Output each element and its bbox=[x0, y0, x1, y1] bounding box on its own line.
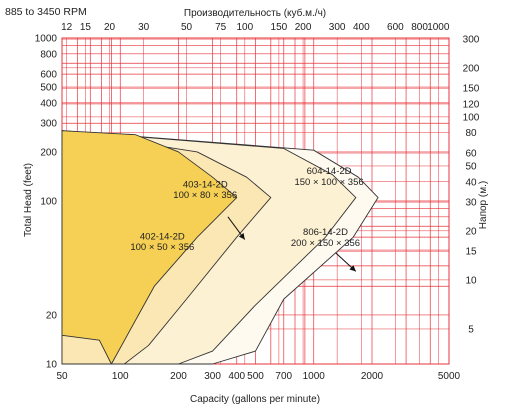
right-tick-label: 120 bbox=[463, 99, 480, 110]
top-tick-label: 15 bbox=[80, 22, 92, 33]
y-tick-label: 200 bbox=[40, 147, 57, 158]
performance-regions bbox=[61, 130, 379, 365]
tick-labels: 50 100 200 300 400 500 700 1000 2000 500010201002… bbox=[35, 22, 480, 382]
x-tick-label: 700 bbox=[275, 371, 292, 382]
top-tick-label: 150 bbox=[271, 22, 288, 33]
speed-range-label: 885 to 3450 RPM bbox=[5, 6, 87, 18]
arrow-403 bbox=[227, 216, 246, 240]
x-tick-label: 1000 bbox=[303, 371, 326, 382]
right-tick-label: 200 bbox=[463, 63, 480, 74]
x-tick-label: 100 bbox=[112, 371, 129, 382]
y-tick-label: 20 bbox=[46, 310, 58, 321]
x-tick-label: 200 bbox=[170, 371, 187, 382]
y-tick-label: 800 bbox=[40, 49, 57, 60]
y-tick-label: 1000 bbox=[35, 34, 58, 45]
right-tick-label: 150 bbox=[463, 84, 480, 95]
y-tick-label: 600 bbox=[40, 70, 57, 81]
x-tick-label: 2000 bbox=[361, 371, 384, 382]
arrow-806 bbox=[335, 252, 357, 272]
top-axis-title: Производительность (куб.м./ч) bbox=[184, 7, 326, 19]
model-806-spec: 200 × 150 × 356 bbox=[291, 238, 360, 249]
top-tick-label: 30 bbox=[138, 22, 150, 33]
top-tick-label: 800 bbox=[411, 22, 428, 33]
right-tick-label: 10 bbox=[465, 275, 477, 286]
model-403-spec: 100 × 80 × 356 bbox=[173, 190, 237, 201]
right-tick-label: 80 bbox=[465, 128, 477, 139]
right-tick-label: 50 bbox=[465, 161, 477, 172]
x-tick-label: 50 bbox=[56, 371, 68, 382]
right-tick-label: 20 bbox=[465, 226, 477, 237]
model-402-spec: 100 × 50 × 356 bbox=[130, 242, 194, 253]
x-tick-label: 500 bbox=[247, 371, 264, 382]
x-tick-label: 5000 bbox=[438, 371, 461, 382]
x-tick-label: 300 bbox=[204, 371, 221, 382]
top-tick-label: 12 bbox=[61, 22, 73, 33]
right-tick-label: 300 bbox=[463, 35, 480, 46]
right-tick-label: 5 bbox=[468, 324, 474, 335]
right-tick-label: 40 bbox=[465, 177, 477, 188]
x-axis-title: Capacity (gallons per minute) bbox=[190, 394, 320, 405]
top-tick-label: 200 bbox=[295, 22, 312, 33]
top-tick-label: 100 bbox=[236, 22, 253, 33]
model-403-name: 403-14-2D bbox=[183, 180, 228, 191]
y-tick-label: 500 bbox=[40, 83, 57, 94]
top-tick-label: 20 bbox=[104, 22, 116, 33]
model-402-region bbox=[61, 130, 238, 365]
y-axis-title: Total Head (feet) bbox=[23, 163, 34, 237]
y-tick-label: 100 bbox=[40, 197, 57, 208]
y-tick-label: 300 bbox=[40, 119, 57, 130]
right-tick-label: 15 bbox=[465, 247, 477, 258]
annotations bbox=[227, 216, 357, 272]
top-tick-label: 50 bbox=[181, 22, 193, 33]
right-tick-label: 30 bbox=[465, 198, 477, 209]
top-tick-label: 400 bbox=[353, 22, 370, 33]
x-tick-label: 400 bbox=[228, 371, 245, 382]
right-tick-label: 60 bbox=[465, 149, 477, 160]
right-tick-label: 100 bbox=[463, 112, 480, 123]
top-tick-label: 75 bbox=[215, 22, 227, 33]
model-604-spec: 150 × 100 × 356 bbox=[294, 177, 363, 188]
model-604-name: 604-14-2D bbox=[307, 166, 352, 177]
top-tick-label: 600 bbox=[387, 22, 404, 33]
top-tick-label: 300 bbox=[329, 22, 346, 33]
y-tick-label: 400 bbox=[40, 98, 57, 109]
right-axis-title: Напор (м.) bbox=[478, 181, 489, 229]
top-tick-label: 1000 bbox=[427, 22, 450, 33]
y-tick-label: 10 bbox=[46, 360, 58, 371]
model-402-name: 402-14-2D bbox=[140, 232, 185, 243]
model-806-name: 806-14-2D bbox=[303, 227, 348, 238]
